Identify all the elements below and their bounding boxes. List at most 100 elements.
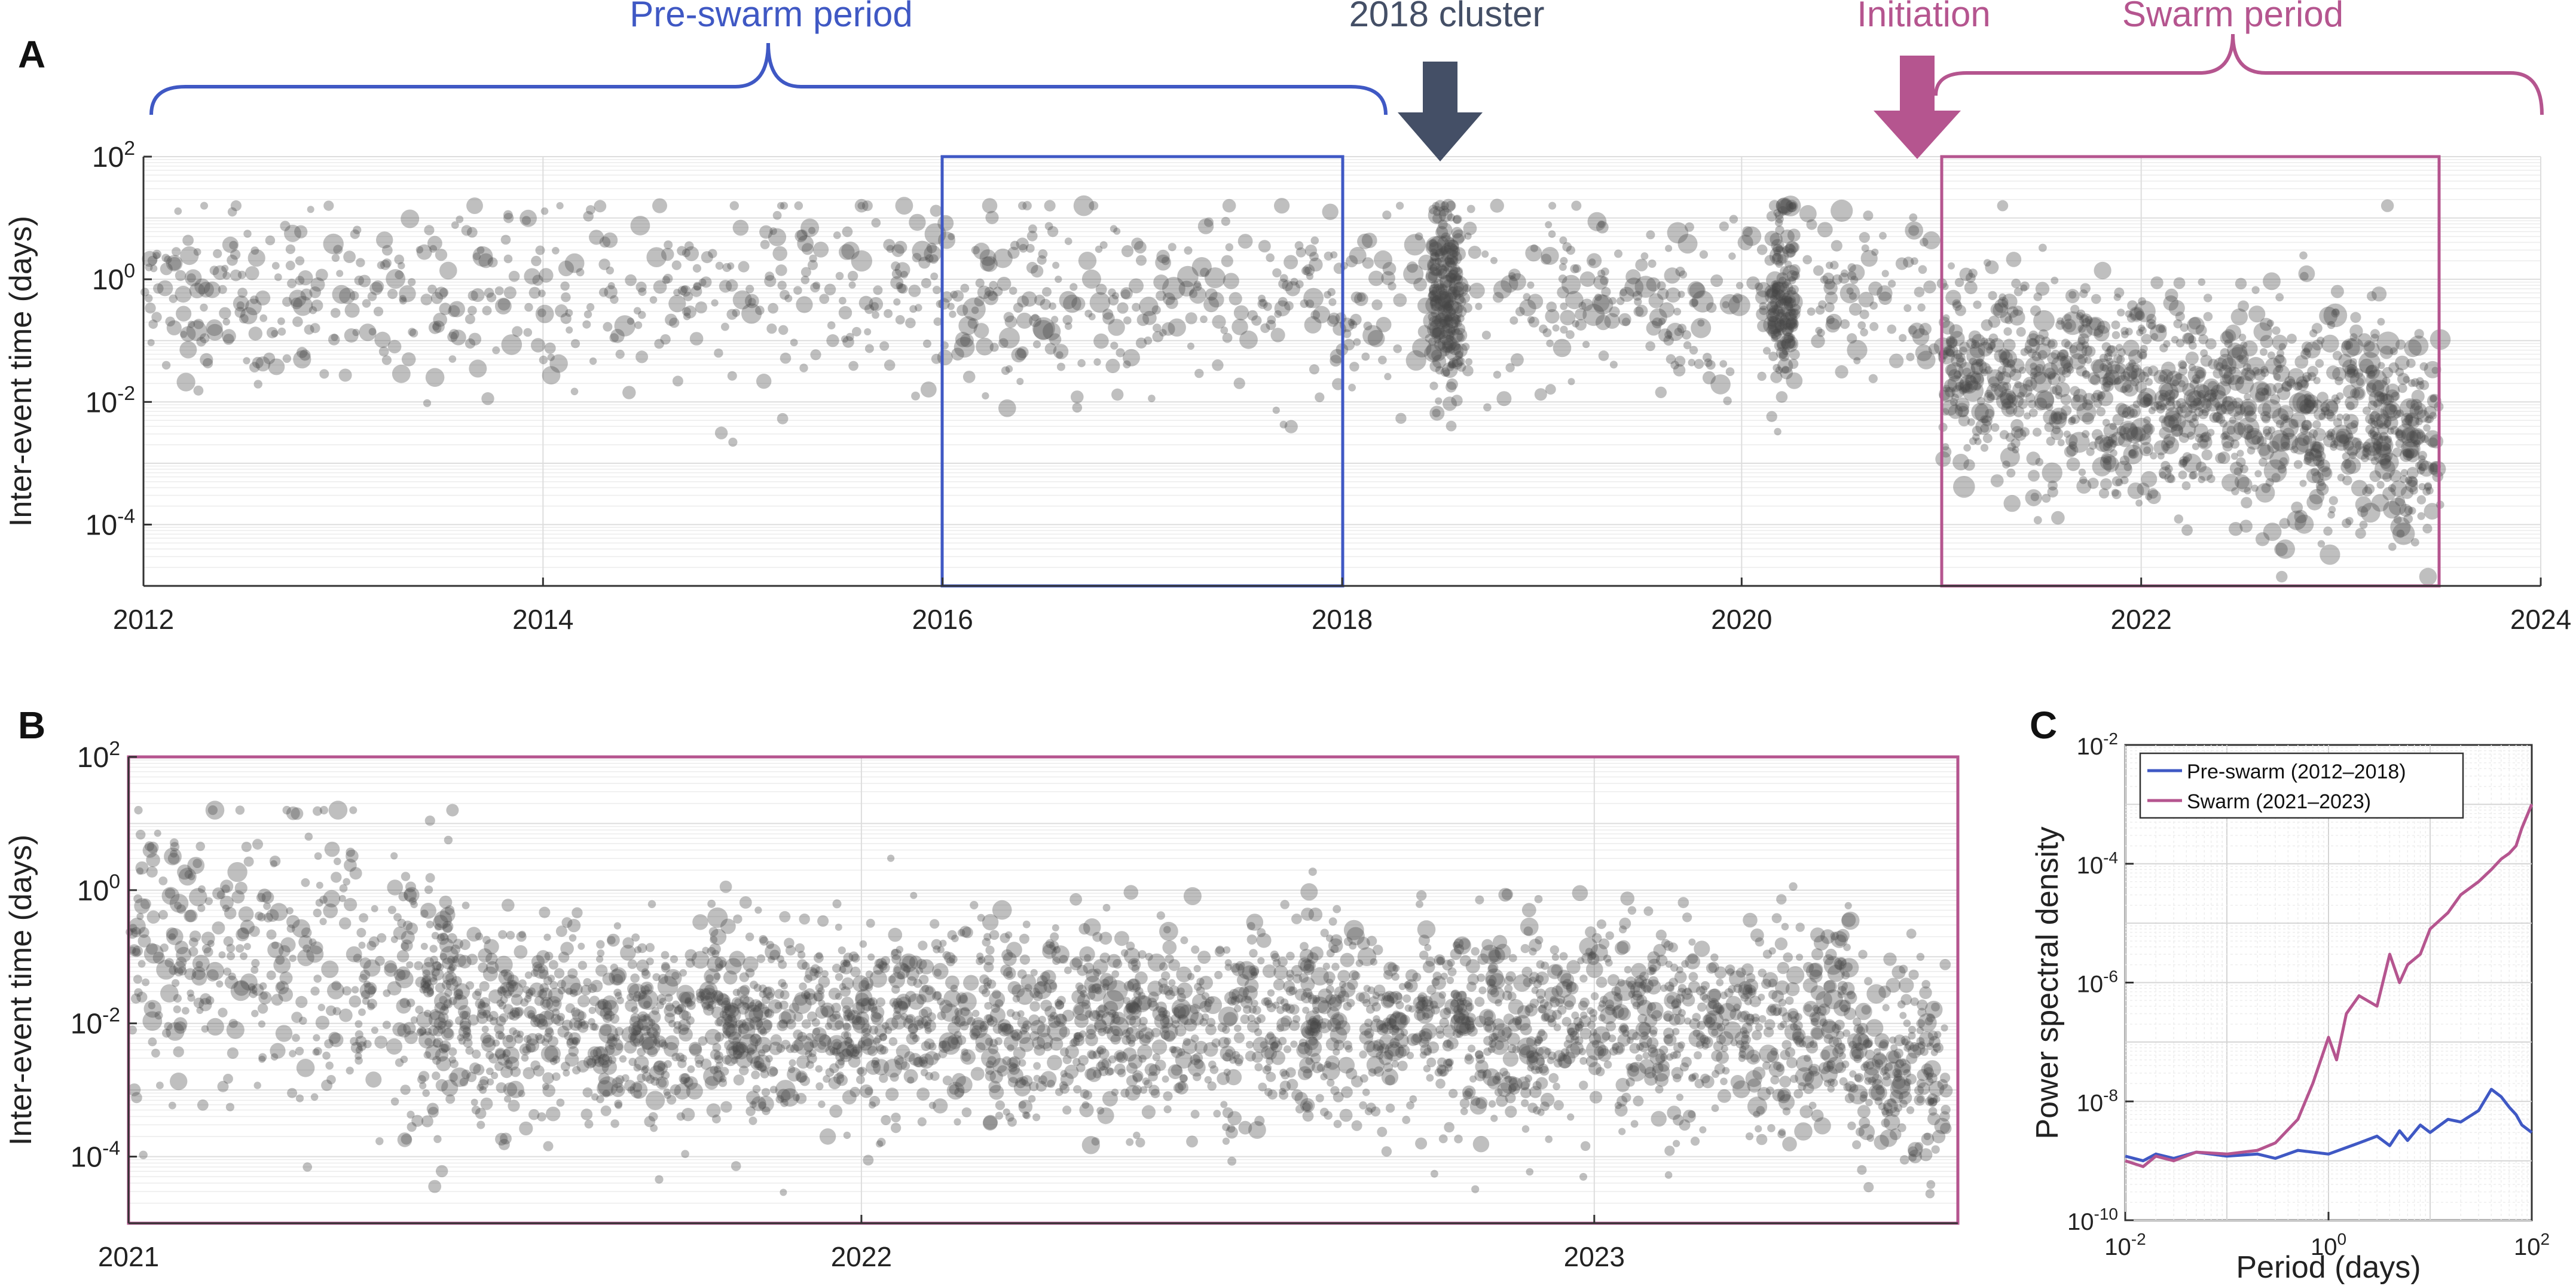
panel-a-event-point <box>777 413 789 424</box>
panel-a-event-point <box>1922 231 1941 249</box>
panel-a-event-point <box>2001 294 2018 310</box>
panel-a-event-point <box>2364 484 2375 494</box>
panel-a-event-point <box>1957 405 1969 418</box>
panel-a-event-point <box>2359 359 2374 374</box>
panel-a-event-point <box>841 242 860 260</box>
panel-a-event-point <box>698 278 707 286</box>
panel-a-event-point <box>2370 408 2389 427</box>
panel-b-event-point <box>1007 1117 1017 1127</box>
panel-a-event-point <box>2351 479 2368 497</box>
panel-b-event-point <box>838 946 846 955</box>
panel-a-event-point <box>2365 424 2375 435</box>
panel-a-event-point <box>2430 395 2438 402</box>
panel-a-event-point <box>2114 362 2126 374</box>
panel-a-event-point <box>2013 287 2023 297</box>
panel-b-event-point <box>287 1088 298 1098</box>
panel-a-event-point <box>2309 329 2318 338</box>
panel-b-event-point <box>1521 1099 1529 1107</box>
panel-a-event-point <box>247 249 265 267</box>
panel-a-event-point <box>1159 329 1167 337</box>
panel-a-event-point <box>1328 312 1340 325</box>
panel-a-event-point <box>1425 267 1443 284</box>
panel-b-event-point <box>198 885 206 893</box>
panel-b-event-point <box>1673 1073 1682 1083</box>
panel-b-event-point <box>469 1062 481 1074</box>
panel-a-event-point <box>1958 386 1967 395</box>
panel-a-event-point <box>180 326 196 342</box>
panel-b-event-point <box>1540 1092 1555 1107</box>
panel-a-event-point <box>827 321 836 329</box>
panel-a-event-point <box>884 359 896 371</box>
panel-a-event-point <box>1371 299 1383 310</box>
panel-a-event-point <box>2171 335 2179 344</box>
panel-a-event-point <box>864 328 872 335</box>
panel-a-event-point <box>2326 365 2340 380</box>
panel-a-event-point <box>1438 206 1449 216</box>
panel-a-event-point <box>2014 381 2022 389</box>
panel-a-event-point <box>2035 282 2050 296</box>
panel-b-event-point <box>577 942 585 950</box>
panel-a-event-point <box>2084 356 2092 364</box>
panel-a-event-point <box>2382 393 2394 406</box>
panel-b-event-point <box>863 1154 874 1166</box>
panel-a-event-point <box>2303 399 2318 414</box>
panel-b-event-point <box>170 1073 188 1090</box>
panel-a-event-point <box>1349 362 1359 372</box>
panel-b-event-point <box>1370 958 1378 966</box>
panel-b-event-point <box>722 1030 731 1039</box>
panel-b-event-point <box>1688 938 1696 946</box>
panel-a-event-point <box>2156 401 2166 411</box>
panel-a-event-point <box>1768 200 1780 212</box>
panel-a-event-point <box>140 288 149 297</box>
panel-a-event-point <box>1451 395 1463 407</box>
panel-a-event-point <box>1450 316 1459 325</box>
panel-a-event-point <box>1272 268 1282 277</box>
panel-b-event-point <box>1444 1122 1454 1133</box>
panel-b-event-point <box>1617 940 1631 954</box>
panel-a-event-point <box>2376 331 2400 355</box>
panel-b-event-point <box>236 944 245 953</box>
panel-a-event-point <box>873 285 883 295</box>
panel-a-event-point <box>2181 481 2191 490</box>
panel-a-event-point <box>1429 286 1438 296</box>
panel-a-event-point <box>1432 355 1447 369</box>
panel-b-event-point <box>356 928 366 937</box>
panel-b-event-point <box>1897 1000 1906 1009</box>
panel-a-event-point <box>1918 265 1927 274</box>
panel-a-event-point <box>794 201 803 210</box>
panel-b-event-point <box>390 1097 399 1106</box>
panel-a-event-point <box>1257 298 1268 309</box>
panel-b-event-point <box>877 1138 886 1147</box>
panel-a-event-point <box>2041 336 2051 346</box>
panel-a-event-point <box>1768 319 1776 326</box>
panel-a-event-point <box>872 311 879 319</box>
panel-b-event-point <box>470 1098 478 1106</box>
panel-a-event-point <box>2195 325 2207 336</box>
panel-a-event-point <box>768 303 778 314</box>
panel-b-event-point <box>1534 895 1543 903</box>
panel-a-event-point <box>1609 297 1617 305</box>
panel-a-event-point <box>2030 371 2037 380</box>
panel-a-event-point <box>2369 411 2381 422</box>
panel-a-event-point <box>508 270 520 282</box>
panel-b-event-point <box>1337 970 1350 983</box>
panel-a-event-point <box>2114 460 2132 478</box>
panel-a-event-point <box>561 292 571 303</box>
panel-a-event-point <box>358 274 371 288</box>
panel-a-event-point <box>1447 273 1457 283</box>
panel-a-event-point <box>1732 293 1743 304</box>
panel-a-event-point <box>2143 394 2154 405</box>
panel-a-event-point <box>1789 242 1800 253</box>
panel-a-event-point <box>799 363 808 372</box>
panel-a-event-point <box>1863 210 1874 221</box>
panel-a-event-point <box>538 289 546 298</box>
panel-a-event-point <box>469 359 487 378</box>
panel-b-event-point <box>745 932 754 942</box>
panel-b-event-point <box>1857 1105 1871 1119</box>
panel-b-event-point <box>1858 949 1868 960</box>
panel-b-event-point <box>770 1034 782 1046</box>
panel-a-event-point <box>2158 325 2167 334</box>
panel-a-event-point <box>1839 283 1860 304</box>
panel-a-event-point <box>1131 237 1144 250</box>
panel-a-event-point <box>1817 329 1825 337</box>
